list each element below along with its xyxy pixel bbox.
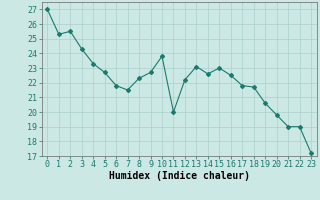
X-axis label: Humidex (Indice chaleur): Humidex (Indice chaleur) <box>109 171 250 181</box>
